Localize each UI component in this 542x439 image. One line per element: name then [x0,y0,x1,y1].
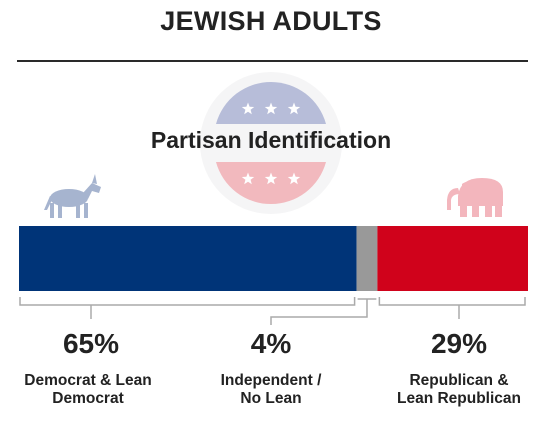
star-icon [287,102,301,115]
bar-segment-independent [356,226,378,291]
category-line: No Lean [240,390,302,407]
category-label: Democrat & Lean Democrat [0,372,188,408]
chart-subtitle: Partisan Identification [150,127,392,153]
bracket-republican [378,297,526,306]
star-icon [287,172,301,185]
page-title: JEWISH ADULTS [160,6,382,36]
star-icon [241,172,255,185]
category-line: Democrat [52,390,124,407]
value-label: 4% [250,328,292,359]
bracket-stem-independent [270,299,368,325]
category-line: Democrat & Lean [24,372,152,389]
category-line: Independent / [220,372,322,389]
title-divider [17,60,528,62]
star-icon [241,102,255,115]
category-line: Republican & [409,372,509,389]
value-label: 65% [62,328,120,359]
bracket-democrat [19,297,356,306]
category-line: Lean Republican [396,390,522,407]
category-label: Independent / No Lean [171,372,371,408]
stars-emblem-icon [200,72,342,214]
bar-segment-republican [377,226,528,291]
category-label: Republican & Lean Republican [359,372,542,408]
bar-segment-democrat [19,226,357,291]
value-label: 29% [430,328,488,359]
star-icon [264,102,278,115]
donkey-icon [44,174,101,218]
elephant-icon [447,178,503,217]
star-icon [264,172,278,185]
